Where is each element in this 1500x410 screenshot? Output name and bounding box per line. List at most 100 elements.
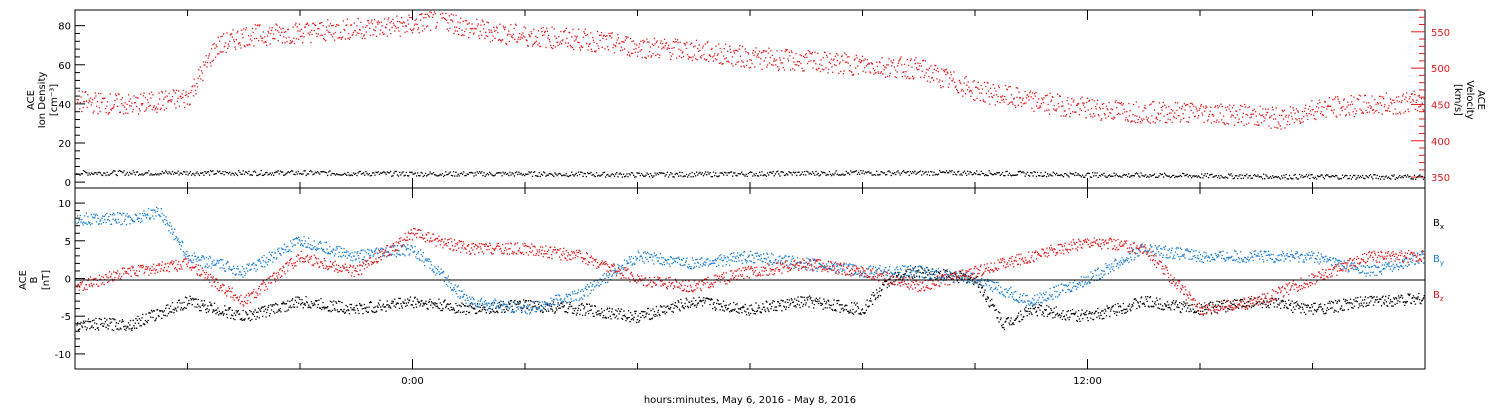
velocity-point	[421, 30, 424, 32]
velocity-point	[234, 46, 236, 48]
density-point	[149, 174, 151, 176]
velocity-point	[1395, 96, 1398, 98]
bx-point	[1018, 320, 1020, 322]
velocity-point	[1012, 103, 1014, 105]
velocity-point	[92, 112, 94, 114]
bx-point	[209, 301, 211, 303]
velocity-point	[541, 30, 543, 33]
bx-point	[230, 314, 233, 316]
velocity-point	[695, 58, 697, 60]
bx-point	[237, 310, 239, 312]
velocity-point	[737, 50, 739, 52]
bx-point	[321, 306, 323, 309]
velocity-point	[387, 19, 389, 21]
bx-point	[634, 310, 636, 313]
velocity-point	[882, 73, 884, 75]
velocity-point	[735, 63, 737, 65]
bx-point	[111, 329, 113, 331]
velocity-point	[1410, 93, 1413, 95]
velocity-point	[262, 31, 264, 33]
velocity-point	[679, 41, 681, 43]
velocity-point	[613, 52, 616, 54]
velocity-point	[718, 43, 720, 45]
velocity-point	[1195, 106, 1197, 108]
bx-point	[1035, 311, 1037, 313]
bx-point	[1113, 310, 1115, 312]
velocity-point	[1168, 112, 1171, 114]
bx-point	[647, 307, 649, 310]
density-point	[1405, 176, 1408, 178]
density-point	[355, 172, 357, 175]
velocity-point	[1391, 99, 1394, 101]
bx-point	[195, 298, 197, 300]
velocity-point	[793, 61, 795, 63]
velocity-point	[549, 41, 551, 43]
velocity-point	[1388, 104, 1390, 107]
bx-point	[529, 304, 531, 306]
density-point	[1170, 176, 1173, 178]
bx-point	[575, 314, 578, 316]
bx-point	[691, 300, 693, 302]
velocity-point	[867, 63, 869, 66]
velocity-point	[960, 90, 963, 92]
density-point	[450, 174, 453, 176]
density-point	[553, 175, 555, 178]
bx-point	[224, 309, 227, 311]
bx-point	[239, 313, 241, 315]
bx-point	[1090, 317, 1092, 319]
bx-point	[494, 311, 496, 314]
velocity-point	[465, 28, 467, 30]
velocity-point	[302, 42, 304, 44]
bx-point	[571, 305, 573, 308]
velocity-point	[724, 43, 727, 45]
velocity-point	[289, 40, 292, 42]
velocity-point	[1345, 114, 1347, 116]
velocity-point	[967, 81, 969, 83]
velocity-point	[363, 35, 365, 37]
bx-point	[1198, 312, 1200, 315]
density-point	[350, 174, 352, 176]
bx-point	[296, 306, 298, 308]
bx-point	[201, 300, 203, 302]
velocity-point	[668, 44, 670, 47]
velocity-point	[865, 65, 868, 67]
density-point	[462, 173, 464, 175]
bx-point	[384, 306, 386, 308]
bx-point	[447, 308, 449, 310]
bx-point	[398, 307, 401, 309]
velocity-point	[1346, 106, 1348, 108]
velocity-point	[959, 81, 961, 83]
bx-point	[125, 329, 127, 331]
density-point	[949, 170, 951, 172]
bx-point	[251, 312, 254, 315]
velocity-point	[777, 69, 780, 72]
bx-point	[925, 271, 927, 273]
bx-point	[878, 290, 880, 293]
bx-point	[1154, 301, 1156, 303]
density-point	[658, 172, 661, 174]
velocity-point	[456, 30, 458, 32]
density-point	[1080, 176, 1083, 178]
density-point	[941, 171, 943, 174]
density-point	[1333, 176, 1336, 178]
velocity-point	[1380, 96, 1382, 98]
bx-point	[902, 274, 904, 276]
bx-point	[379, 299, 381, 301]
bx-point	[803, 296, 805, 298]
density-point	[1248, 175, 1250, 177]
velocity-point	[283, 36, 285, 38]
velocity-point	[884, 66, 886, 68]
bx-point	[521, 307, 523, 310]
velocity-point	[208, 55, 210, 57]
bx-point	[180, 307, 182, 309]
velocity-point	[729, 48, 731, 50]
bx-point	[400, 303, 402, 305]
density-point	[843, 174, 845, 176]
bx-point	[584, 314, 586, 316]
density-point	[103, 172, 105, 174]
density-point	[1220, 174, 1222, 177]
velocity-point	[628, 54, 630, 56]
density-point	[1303, 176, 1305, 178]
density-point	[121, 171, 123, 173]
bx-point	[190, 299, 193, 301]
